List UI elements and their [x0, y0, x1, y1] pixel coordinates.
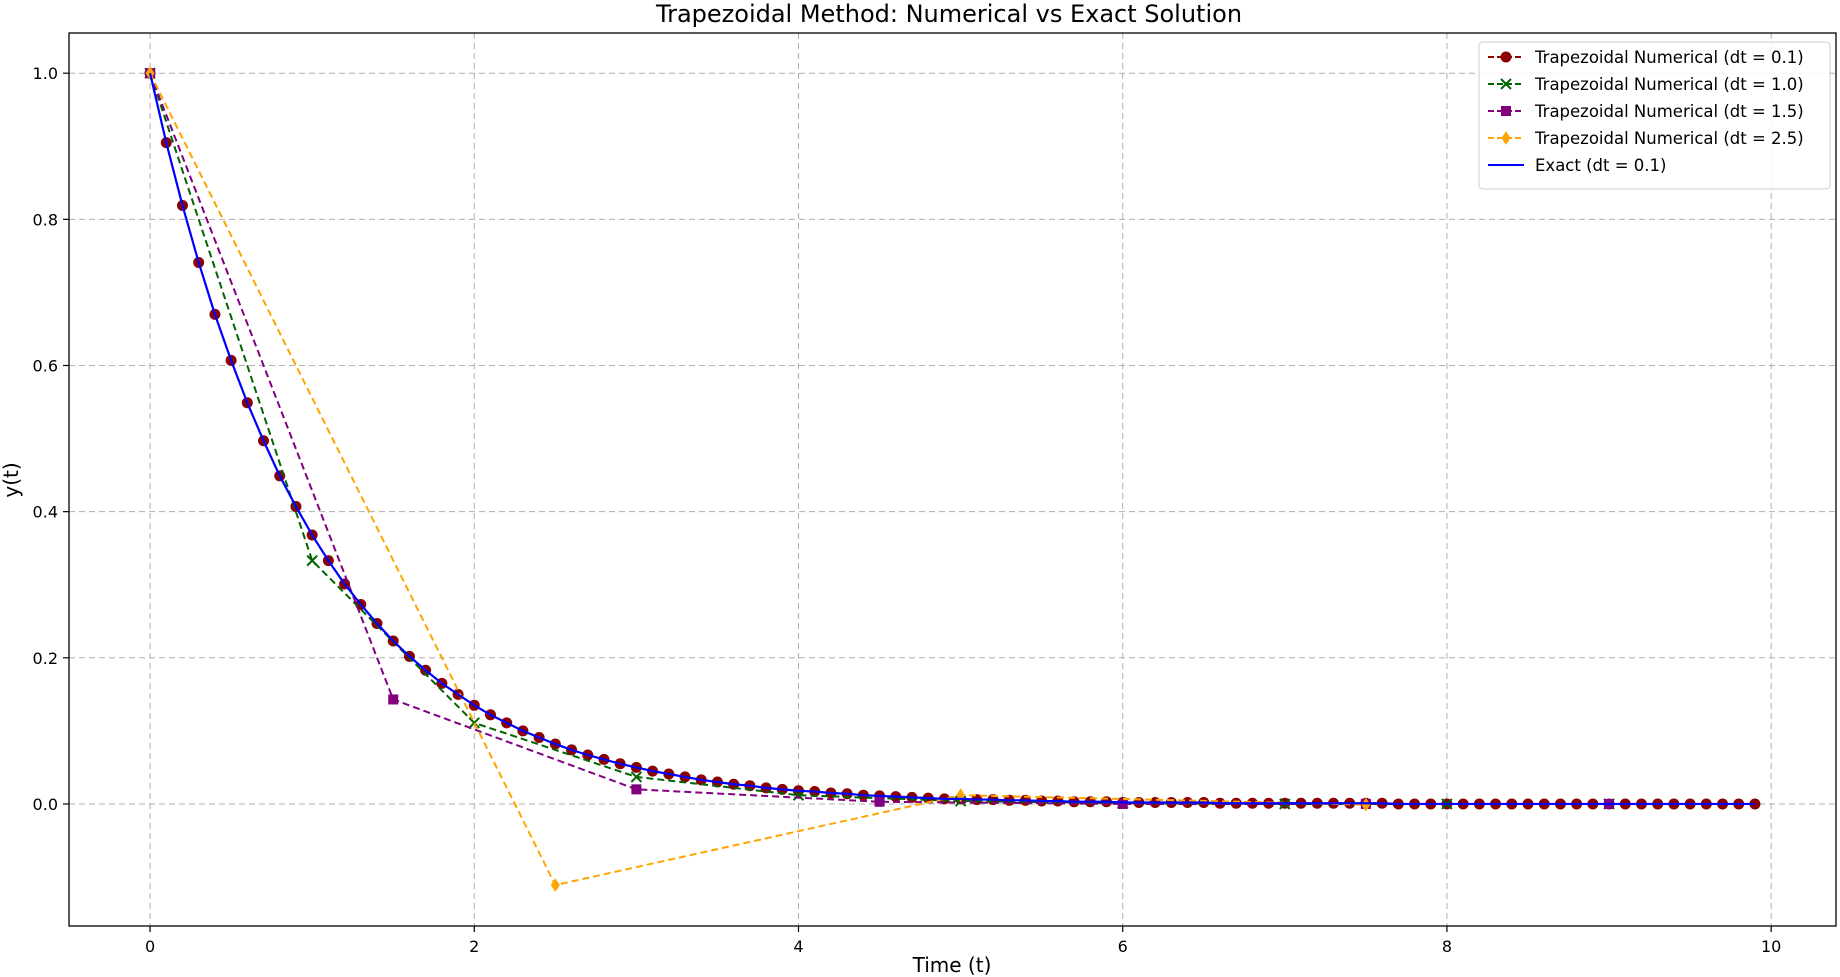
- legend-marker: [1501, 131, 1511, 145]
- x-tick-label: 2: [469, 937, 479, 956]
- chart-title: Trapezoidal Method: Numerical vs Exact S…: [655, 0, 1242, 28]
- x-tick-label: 6: [1118, 937, 1128, 956]
- series-line: [148, 72, 1755, 806]
- legend-label: Trapezoidal Numerical (dt = 1.5): [1534, 102, 1804, 121]
- grid: [69, 33, 1836, 926]
- x-tick-label: 0: [145, 937, 155, 956]
- legend-marker: [1500, 51, 1512, 63]
- series-trapezoidal-numerical-dt-1-5: [145, 68, 1615, 809]
- data-point: [1117, 798, 1128, 809]
- data-point: [631, 784, 642, 795]
- series-exact-dt-0-1: [148, 72, 1755, 806]
- y-tick-label: 0.0: [33, 795, 58, 814]
- y-tick-label: 0.2: [33, 649, 58, 668]
- y-tick-label: 0.6: [33, 357, 58, 376]
- data-point: [1749, 798, 1761, 810]
- legend: Trapezoidal Numerical (dt = 0.1) Trapezoi…: [1478, 41, 1831, 190]
- data-point: [874, 796, 885, 807]
- series-trapezoidal-numerical-dt-1-0: [144, 67, 1615, 810]
- data-point: [630, 771, 643, 783]
- legend-item: Trapezoidal Numerical (dt = 2.5): [1488, 129, 1804, 148]
- data-point: [1361, 797, 1371, 812]
- ticks: 0 2 4 6 8 10 0.0 0.2 0.4 0.6 0.8 1.0: [33, 64, 1782, 956]
- legend-label: Trapezoidal Numerical (dt = 2.5): [1534, 129, 1804, 148]
- y-tick-label: 0.4: [33, 503, 58, 522]
- legend-item: Trapezoidal Numerical (dt = 1.5): [1488, 102, 1804, 121]
- x-tick-label: 8: [1442, 937, 1452, 956]
- legend-marker: [1501, 106, 1511, 116]
- legend-label: Trapezoidal Numerical (dt = 1.0): [1534, 75, 1804, 94]
- series-line: [149, 72, 1610, 805]
- data-point: [388, 694, 399, 705]
- x-tick-label: 4: [793, 937, 803, 956]
- y-tick-label: 0.8: [33, 210, 58, 229]
- legend-item: Trapezoidal Numerical (dt = 0.1): [1488, 48, 1804, 67]
- plot-area: [144, 66, 1761, 892]
- legend-label: Trapezoidal Numerical (dt = 0.1): [1534, 48, 1804, 67]
- y-axis-label: y(t): [0, 462, 23, 497]
- data-point: [306, 554, 318, 567]
- legend-marker: [1500, 78, 1512, 90]
- data-point: [550, 878, 560, 892]
- legend-item: Exact (dt = 0.1): [1488, 156, 1666, 175]
- series-line: [149, 72, 1610, 805]
- y-tick-label: 1.0: [33, 64, 58, 83]
- legend-item: Trapezoidal Numerical (dt = 1.0): [1488, 75, 1804, 94]
- axes-frame: [68, 32, 1837, 927]
- x-tick-label: 10: [1761, 937, 1781, 956]
- x-axis-label: Time (t): [912, 953, 992, 977]
- series-trapezoidal-numerical-dt-2-5: [145, 66, 1371, 892]
- series-line: [149, 72, 1366, 887]
- legend-box: [1478, 41, 1831, 190]
- legend-label: Exact (dt = 0.1): [1535, 156, 1666, 175]
